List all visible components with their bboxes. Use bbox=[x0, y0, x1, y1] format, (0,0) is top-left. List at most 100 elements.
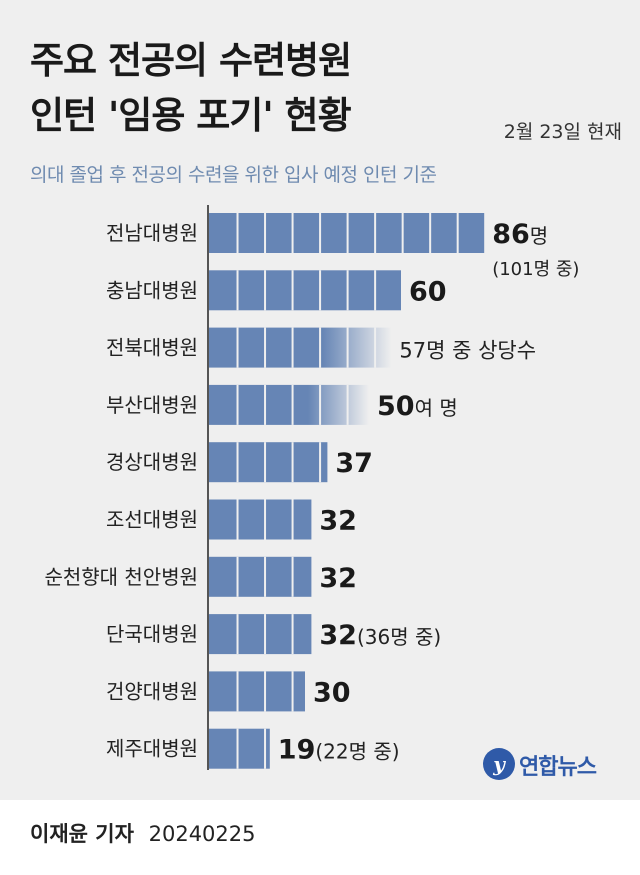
bar bbox=[209, 270, 401, 311]
yonhap-logo-icon: y bbox=[483, 748, 515, 780]
bar-segment-divider bbox=[264, 442, 267, 483]
bar-segment-divider bbox=[264, 270, 267, 311]
value-label: 60 bbox=[409, 276, 447, 307]
value-suffix: 명 bbox=[530, 224, 548, 248]
bar bbox=[209, 671, 305, 712]
category-label: 순천향대 천안병원 bbox=[44, 565, 198, 589]
bar-segment-divider bbox=[264, 213, 267, 253]
bar-segment-divider bbox=[319, 327, 322, 368]
bar bbox=[209, 384, 369, 425]
bar-segment-divider bbox=[291, 671, 294, 712]
bar-segment-divider bbox=[374, 327, 377, 368]
bar-segment-divider bbox=[236, 728, 239, 769]
value-label: 19(22명 중) bbox=[278, 735, 400, 766]
bar-segment-divider bbox=[319, 270, 322, 311]
bar-segment-divider bbox=[346, 327, 349, 368]
value-number: 37 bbox=[335, 448, 373, 479]
bar-segment-divider bbox=[236, 499, 239, 540]
bar-segment-divider bbox=[291, 270, 294, 311]
yonhap-logo-text: 연합뉴스 bbox=[519, 755, 597, 780]
bar bbox=[209, 442, 328, 483]
bar bbox=[209, 327, 392, 368]
value-number: 60 bbox=[409, 276, 447, 307]
bar-segment-divider bbox=[346, 384, 349, 425]
value-label: 32(36명 중) bbox=[319, 620, 441, 651]
byline-author: 이재윤 기자 bbox=[30, 822, 134, 846]
bar-segment-divider bbox=[374, 270, 377, 311]
bar bbox=[209, 728, 270, 769]
bar-segment-divider bbox=[346, 270, 349, 311]
bar-segment-divider bbox=[264, 384, 267, 425]
category-label: 경상대병원 bbox=[106, 450, 198, 474]
category-label: 전남대병원 bbox=[106, 221, 198, 245]
value-label: 37 bbox=[335, 448, 373, 479]
bar-segment-divider bbox=[401, 213, 404, 253]
bar-segment-divider bbox=[236, 671, 239, 712]
value-note: (101명 중) bbox=[492, 259, 579, 280]
bar-segment-divider bbox=[291, 614, 294, 655]
category-label: 단국대병원 bbox=[106, 622, 198, 646]
bar-segment-divider bbox=[291, 442, 294, 483]
bar-segment-divider bbox=[319, 442, 322, 483]
category-label: 건양대병원 bbox=[106, 679, 198, 703]
value-suffix: (36명 중) bbox=[357, 625, 441, 649]
bar-segment-divider bbox=[236, 556, 239, 597]
value-number: 32 bbox=[319, 563, 357, 594]
category-label: 조선대병원 bbox=[106, 508, 198, 532]
value-number: 32 bbox=[319, 620, 357, 651]
byline-date: 20240225 bbox=[148, 822, 256, 846]
value-label: 57명 중 상당수 bbox=[399, 339, 536, 363]
category-label: 부산대병원 bbox=[106, 393, 198, 417]
bar-segment-divider bbox=[236, 442, 239, 483]
bar-segment-divider bbox=[264, 614, 267, 655]
byline: 이재윤 기자 20240225 bbox=[30, 818, 256, 848]
bar-segment-divider bbox=[264, 671, 267, 712]
chart-subtitle: 의대 졸업 후 전공의 수련을 위한 입사 예정 인턴 기준 bbox=[30, 164, 437, 186]
bar-segment-divider bbox=[264, 728, 267, 769]
bar-segment-divider bbox=[346, 213, 349, 253]
bar-segment-divider bbox=[264, 327, 267, 368]
bar-segment-divider bbox=[291, 556, 294, 597]
bar bbox=[209, 556, 312, 597]
bar bbox=[209, 499, 312, 540]
bar-segment-divider bbox=[319, 213, 322, 253]
value-suffix: 57명 중 상당수 bbox=[399, 339, 536, 363]
bar-segment-divider bbox=[291, 327, 294, 368]
value-label: 86명 bbox=[492, 219, 548, 250]
yonhap-logo: y 연합뉴스 bbox=[483, 748, 633, 790]
bar-segment-divider bbox=[291, 499, 294, 540]
bar-segment-divider bbox=[236, 327, 239, 368]
value-label: 50여 명 bbox=[377, 391, 458, 422]
bar-segment-divider bbox=[236, 614, 239, 655]
bar-segment-divider bbox=[236, 270, 239, 311]
value-label: 32 bbox=[319, 506, 357, 537]
value-number: 32 bbox=[319, 506, 357, 537]
category-label: 충남대병원 bbox=[106, 278, 198, 302]
value-suffix: (22명 중) bbox=[315, 740, 399, 764]
bar-chart: 전남대병원 86명 (101명 중) 충남대병원 60 전북대병원 57명 중 상당수부산대… bbox=[44, 205, 579, 770]
bar-segment-divider bbox=[374, 213, 377, 253]
bar-segment-divider bbox=[291, 213, 294, 253]
value-label: 32 bbox=[319, 563, 357, 594]
bar-segment-divider bbox=[236, 213, 239, 253]
bar-segment-divider bbox=[264, 499, 267, 540]
bar-segment-divider bbox=[429, 213, 432, 253]
value-number: 86 bbox=[492, 219, 530, 250]
bar-segment-divider bbox=[236, 384, 239, 425]
bar bbox=[209, 614, 312, 655]
bar-segment-divider bbox=[456, 213, 459, 253]
infographic-card: 주요 전공의 수련병원 인턴 '임용 포기' 현황 2월 23일 현재 의대 졸… bbox=[0, 0, 640, 800]
bar-segment-divider bbox=[291, 384, 294, 425]
bar-segment-divider bbox=[264, 556, 267, 597]
value-number: 50 bbox=[377, 391, 415, 422]
title-line-2: 인턴 '임용 포기' 현황 bbox=[30, 94, 352, 137]
category-label: 전북대병원 bbox=[106, 336, 198, 360]
bar-segment-divider bbox=[319, 384, 322, 425]
value-number: 19 bbox=[278, 735, 316, 766]
value-number: 30 bbox=[313, 677, 351, 708]
value-label: 30 bbox=[313, 677, 351, 708]
value-suffix: 여 명 bbox=[415, 396, 458, 420]
as-of-date: 2월 23일 현재 bbox=[503, 121, 622, 143]
title-line-1: 주요 전공의 수련병원 bbox=[30, 39, 352, 82]
category-label: 제주대병원 bbox=[106, 737, 198, 761]
